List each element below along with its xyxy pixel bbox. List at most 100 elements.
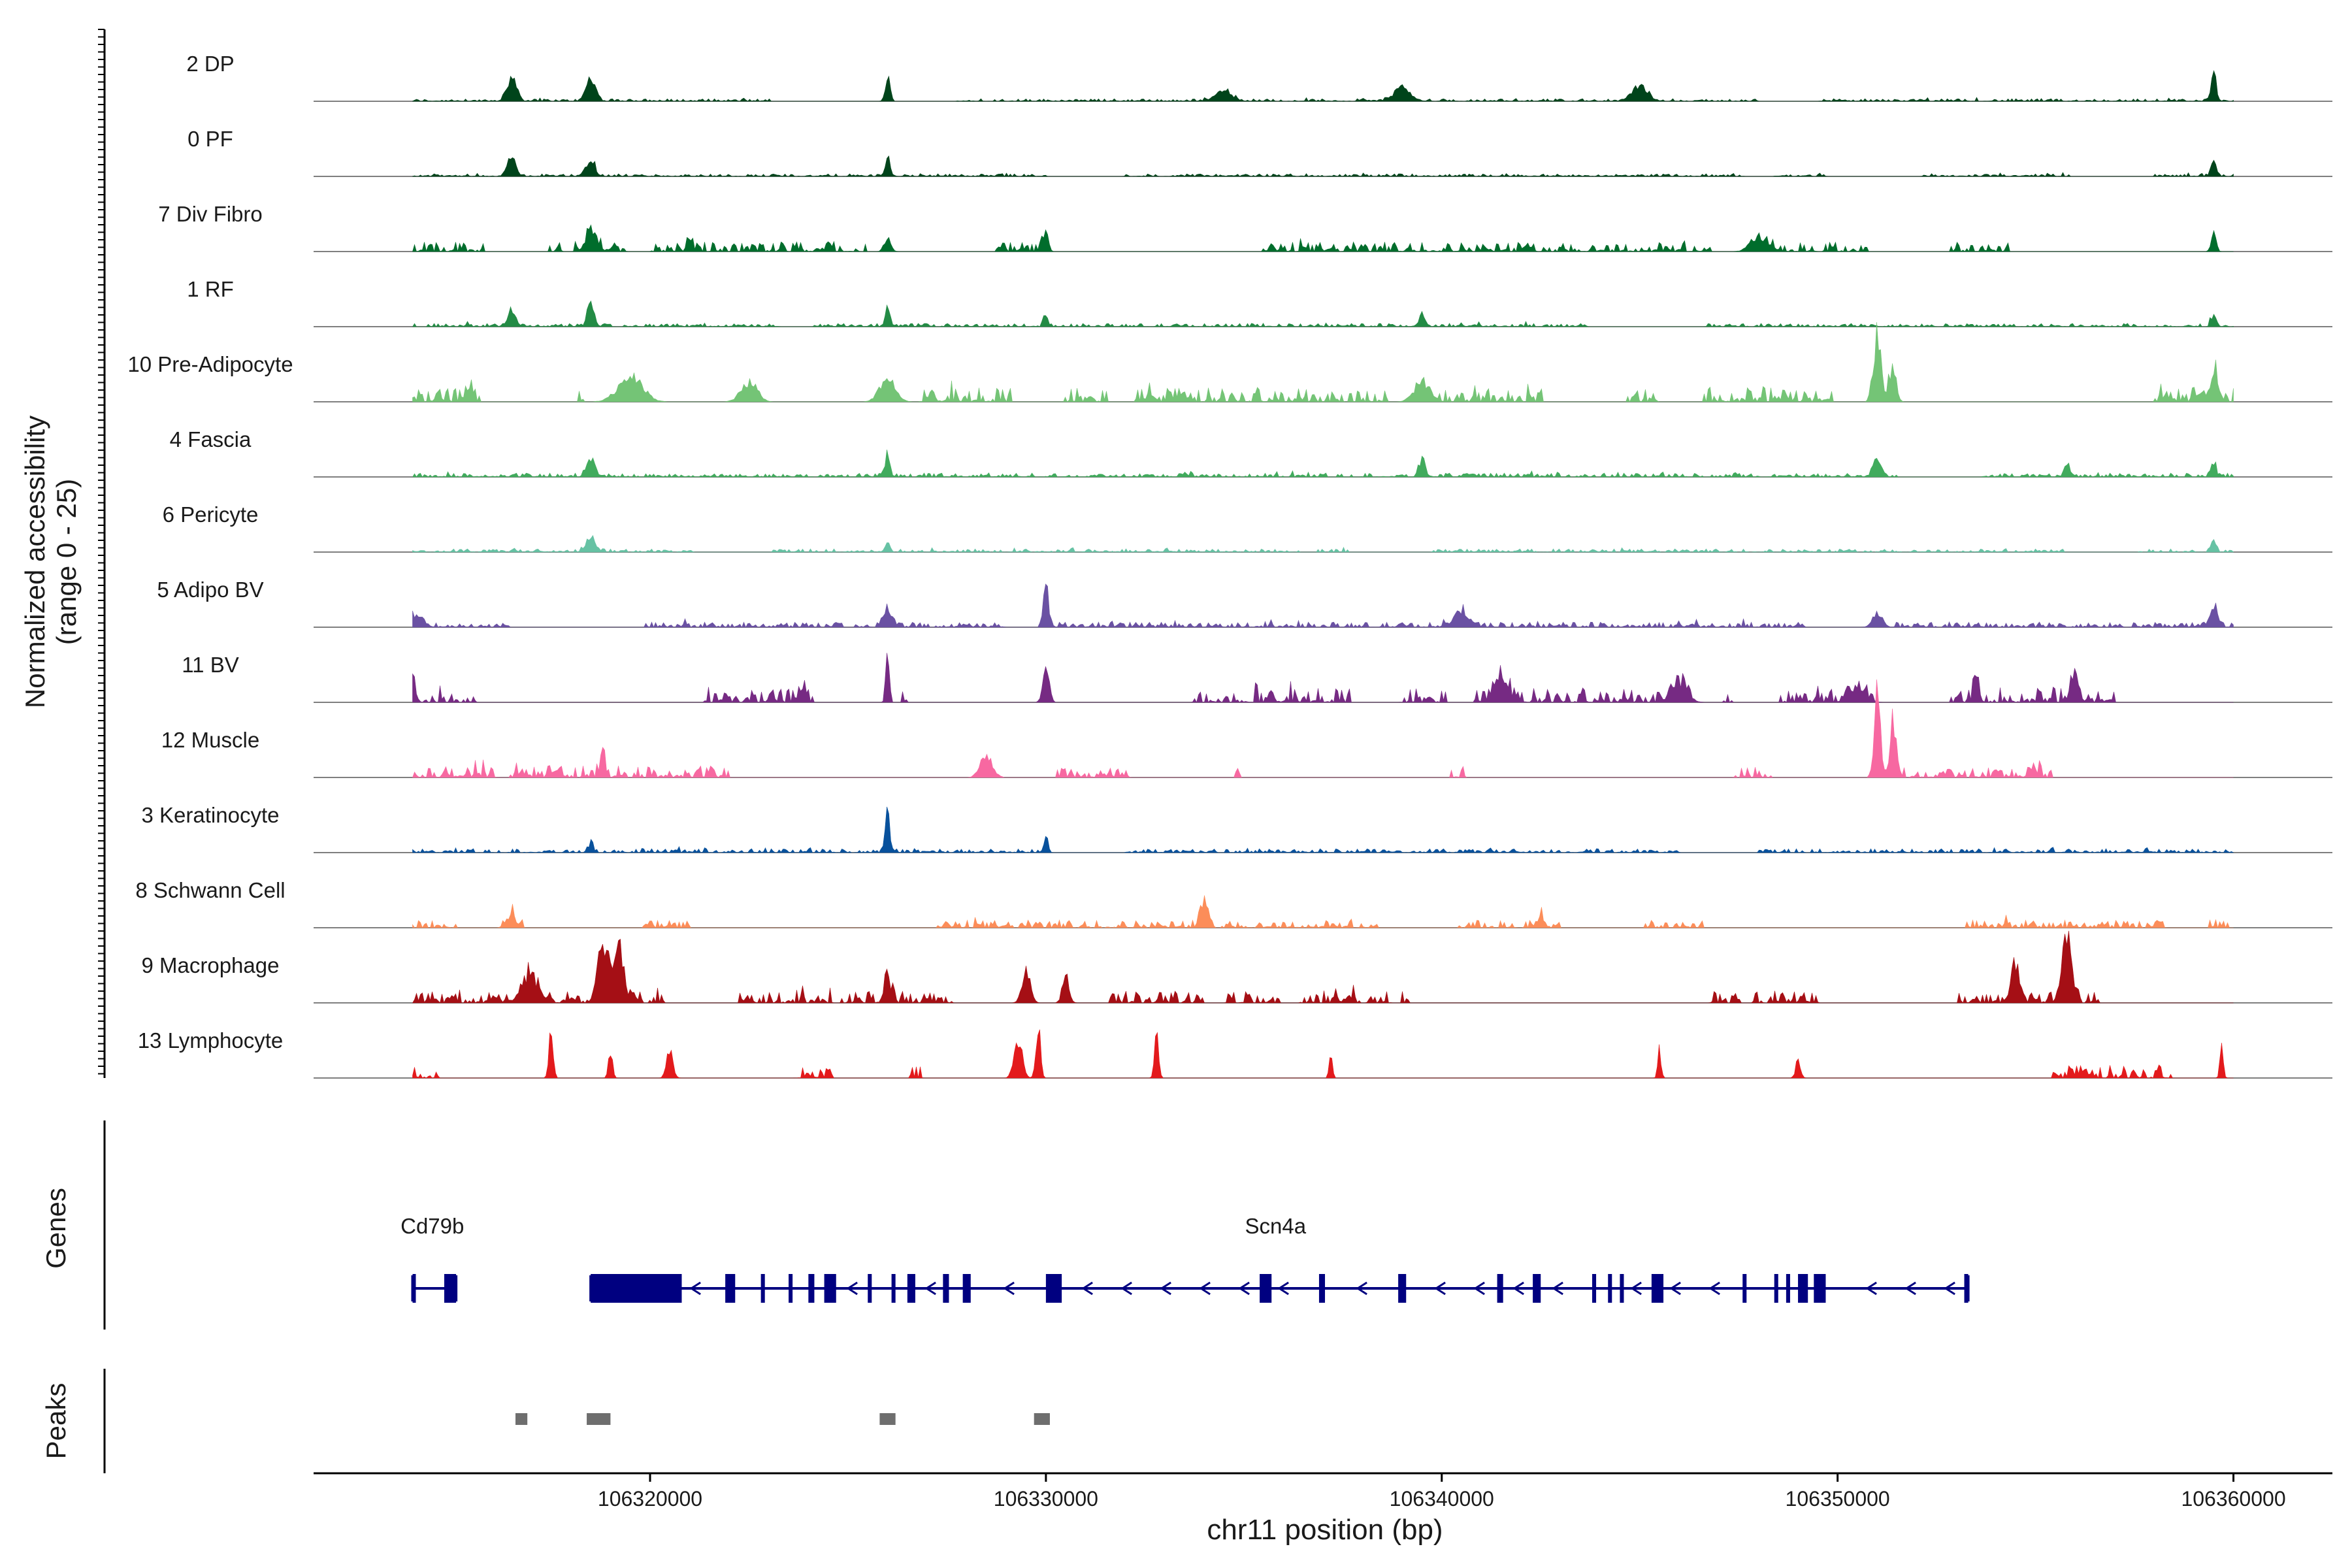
track-label: 12 Muscle bbox=[161, 728, 259, 752]
gene-exon bbox=[1964, 1274, 1968, 1303]
gene-exon bbox=[808, 1274, 815, 1303]
track-0-pf: 0 PF bbox=[188, 127, 2332, 177]
gene-exon bbox=[907, 1274, 915, 1303]
gene-label: Cd79b bbox=[400, 1214, 464, 1238]
gene-exon bbox=[943, 1274, 949, 1303]
gene-strand-chevron bbox=[1669, 1281, 1681, 1296]
gene-strand-chevron bbox=[1160, 1281, 1171, 1296]
gene-strand-chevron bbox=[1630, 1281, 1642, 1296]
coverage-area bbox=[412, 806, 2234, 853]
track-9-macrophage: 9 Macrophage bbox=[142, 930, 2332, 1004]
coverage-area bbox=[412, 224, 2234, 253]
gene-strand-chevron bbox=[1120, 1281, 1132, 1296]
track-7-div-fibro: 7 Div Fibro bbox=[158, 202, 2332, 253]
gene-exon bbox=[789, 1274, 793, 1303]
x-tick-label: 106360000 bbox=[2181, 1487, 2285, 1511]
track-10-pre-adipocyte: 10 Pre-Adipocyte bbox=[127, 322, 2332, 403]
gene-exon bbox=[824, 1274, 836, 1303]
gene-exon bbox=[1398, 1274, 1407, 1303]
track-label: 2 DP bbox=[186, 52, 234, 76]
gene-exon bbox=[1608, 1274, 1612, 1303]
peak-block bbox=[879, 1413, 896, 1425]
coverage-area bbox=[412, 1029, 2234, 1079]
coverage-area bbox=[412, 155, 2234, 177]
gene-exon bbox=[891, 1274, 896, 1303]
gene-exon bbox=[1774, 1274, 1778, 1303]
x-tick-label: 106340000 bbox=[1390, 1487, 1494, 1511]
gene-exon bbox=[1814, 1274, 1826, 1303]
gene-exon bbox=[962, 1274, 971, 1303]
coverage-area bbox=[412, 534, 2234, 553]
gene-strand-chevron bbox=[1473, 1281, 1485, 1296]
x-tick-label: 106330000 bbox=[994, 1487, 1098, 1511]
coverage-area bbox=[412, 583, 2234, 628]
peak-block bbox=[515, 1413, 528, 1425]
coverage-area bbox=[412, 895, 2234, 929]
track-11-bv: 11 BV bbox=[182, 653, 2332, 704]
gene-exon bbox=[1318, 1274, 1326, 1303]
gene-exon bbox=[591, 1274, 682, 1303]
gene-strand-chevron bbox=[924, 1281, 936, 1296]
y-axis-sublabel: (range 0 - 25) bbox=[51, 479, 82, 645]
gene-exon bbox=[1045, 1274, 1062, 1303]
genes-track-label: Genes bbox=[41, 1188, 71, 1269]
gene-strand-chevron bbox=[689, 1281, 701, 1296]
track-label: 13 Lymphocyte bbox=[138, 1028, 284, 1053]
peak-block bbox=[1034, 1413, 1050, 1425]
gene-strand-chevron bbox=[1356, 1281, 1367, 1296]
gene-strand-chevron bbox=[1708, 1281, 1720, 1296]
x-tick-label: 106320000 bbox=[598, 1487, 702, 1511]
track-label: 5 Adipo BV bbox=[157, 578, 263, 602]
peak-block bbox=[587, 1413, 611, 1425]
gene-label: Scn4a bbox=[1245, 1214, 1307, 1238]
gene-exon bbox=[1620, 1274, 1624, 1303]
track-label: 7 Div Fibro bbox=[158, 202, 263, 226]
track-label: 1 RF bbox=[187, 277, 234, 301]
gene-strand-chevron bbox=[1238, 1281, 1250, 1296]
track-label: 11 BV bbox=[182, 653, 238, 677]
track-label: 0 PF bbox=[188, 127, 233, 151]
track-1-rf: 1 RF bbox=[187, 277, 2332, 327]
track-label: 3 Keratinocyte bbox=[142, 803, 280, 827]
gene-exon bbox=[1742, 1274, 1747, 1303]
gene-strand-chevron bbox=[1552, 1281, 1563, 1296]
track-label: 6 Pericyte bbox=[163, 502, 259, 527]
coverage-tracks: 2 DP 0 PF 7 Div Fibro 1 RF 10 Pre-Adipocyte 4… bbox=[127, 52, 2332, 1079]
gene-strand-chevron bbox=[1081, 1281, 1093, 1296]
peaks-track-label: Peaks bbox=[41, 1383, 71, 1460]
track-label: 10 Pre-Adipocyte bbox=[127, 352, 293, 376]
gene-strand-chevron bbox=[1277, 1281, 1289, 1296]
gene-exon bbox=[1786, 1274, 1790, 1303]
gene-strand-chevron bbox=[846, 1281, 858, 1296]
x-axis-label: chr11 position (bp) bbox=[1207, 1514, 1443, 1546]
x-axis: 106320000 106330000 106340000 106350000 1063… bbox=[314, 1472, 2332, 1511]
track-4-fascia: 4 Fascia bbox=[170, 427, 2332, 478]
track-label: 9 Macrophage bbox=[142, 953, 280, 977]
coverage-area bbox=[412, 653, 2234, 704]
gene-strand-chevron bbox=[1904, 1281, 1916, 1296]
coverage-area bbox=[412, 300, 2234, 327]
gene-strand-chevron bbox=[1944, 1281, 1955, 1296]
gene-cd79b: Cd79b bbox=[400, 1214, 464, 1303]
track-label: 8 Schwann Cell bbox=[135, 878, 285, 902]
gene-exon bbox=[1533, 1274, 1541, 1303]
gene-scn4a: Scn4a bbox=[589, 1214, 1970, 1303]
genes-track: Cd79b Scn4a bbox=[103, 1120, 1970, 1330]
y-axis-label: Normalized accessibility bbox=[20, 416, 50, 708]
gene-exon bbox=[760, 1274, 765, 1303]
gene-strand-chevron bbox=[1512, 1281, 1524, 1296]
track-8-schwann-cell: 8 Schwann Cell bbox=[135, 878, 2332, 929]
gene-strand-chevron bbox=[1003, 1281, 1015, 1296]
gene-exon bbox=[868, 1274, 872, 1303]
coverage-area bbox=[412, 70, 2234, 102]
gene-strand-chevron bbox=[1434, 1281, 1446, 1296]
track-6-pericyte: 6 Pericyte bbox=[163, 502, 2332, 553]
track-label: 4 Fascia bbox=[170, 427, 252, 451]
track-3-keratinocyte: 3 Keratinocyte bbox=[142, 803, 2332, 853]
peaks-track bbox=[103, 1369, 1050, 1473]
track-12-muscle: 12 Muscle bbox=[161, 679, 2332, 778]
coverage-area bbox=[412, 930, 2234, 1004]
x-tick-label: 106350000 bbox=[1786, 1487, 1890, 1511]
gene-strand-chevron bbox=[1865, 1281, 1877, 1296]
